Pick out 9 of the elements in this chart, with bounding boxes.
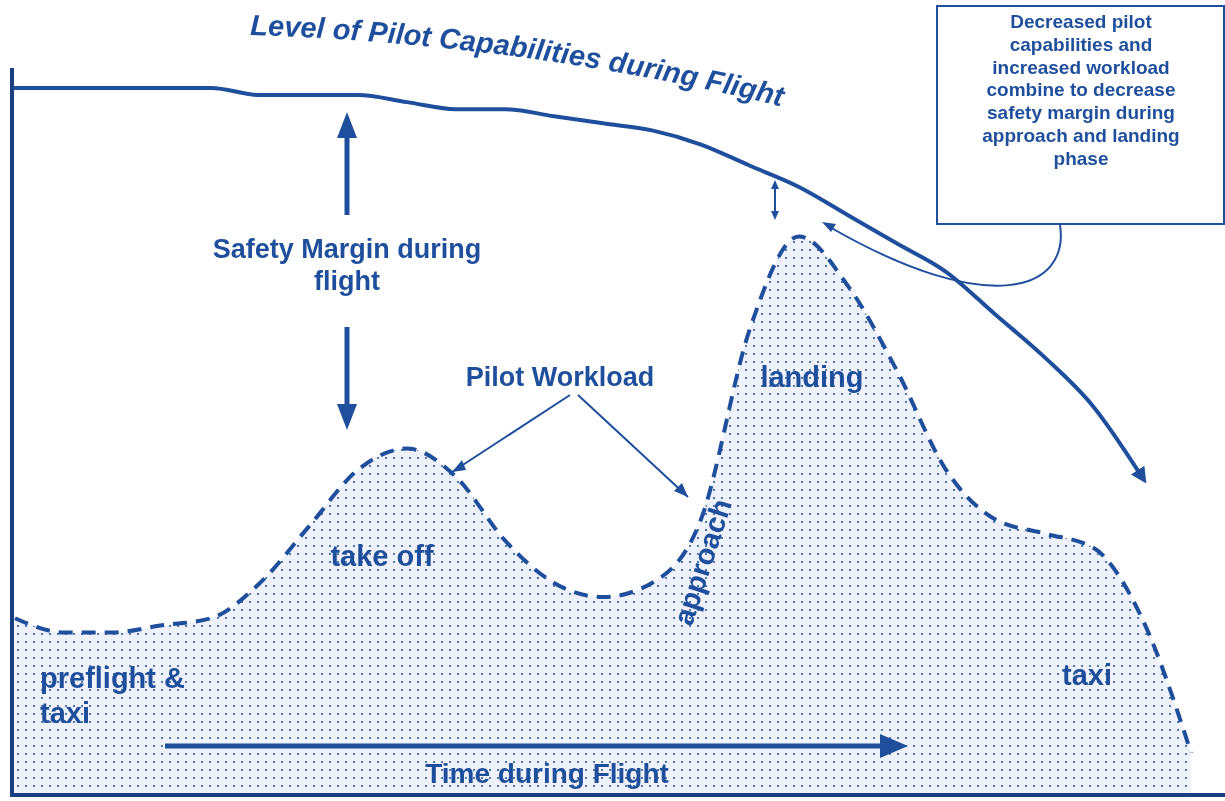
x-axis-title: Time during Flight <box>425 758 669 789</box>
annotation: take off <box>330 540 434 572</box>
series-label: Level of Pilot Capabilities during Flight <box>249 9 789 113</box>
annotation: Decreased pilot capabilities and increased workload combine to decrease safety margin during approach and landing phase <box>982 11 1180 169</box>
annotation: Safety Margin during flight <box>212 234 482 297</box>
annotation: landing <box>760 361 864 393</box>
annotation: preflight & taxi <box>40 662 186 729</box>
annotation: taxi <box>1062 659 1112 691</box>
text: Pilot Workload <box>465 362 655 392</box>
